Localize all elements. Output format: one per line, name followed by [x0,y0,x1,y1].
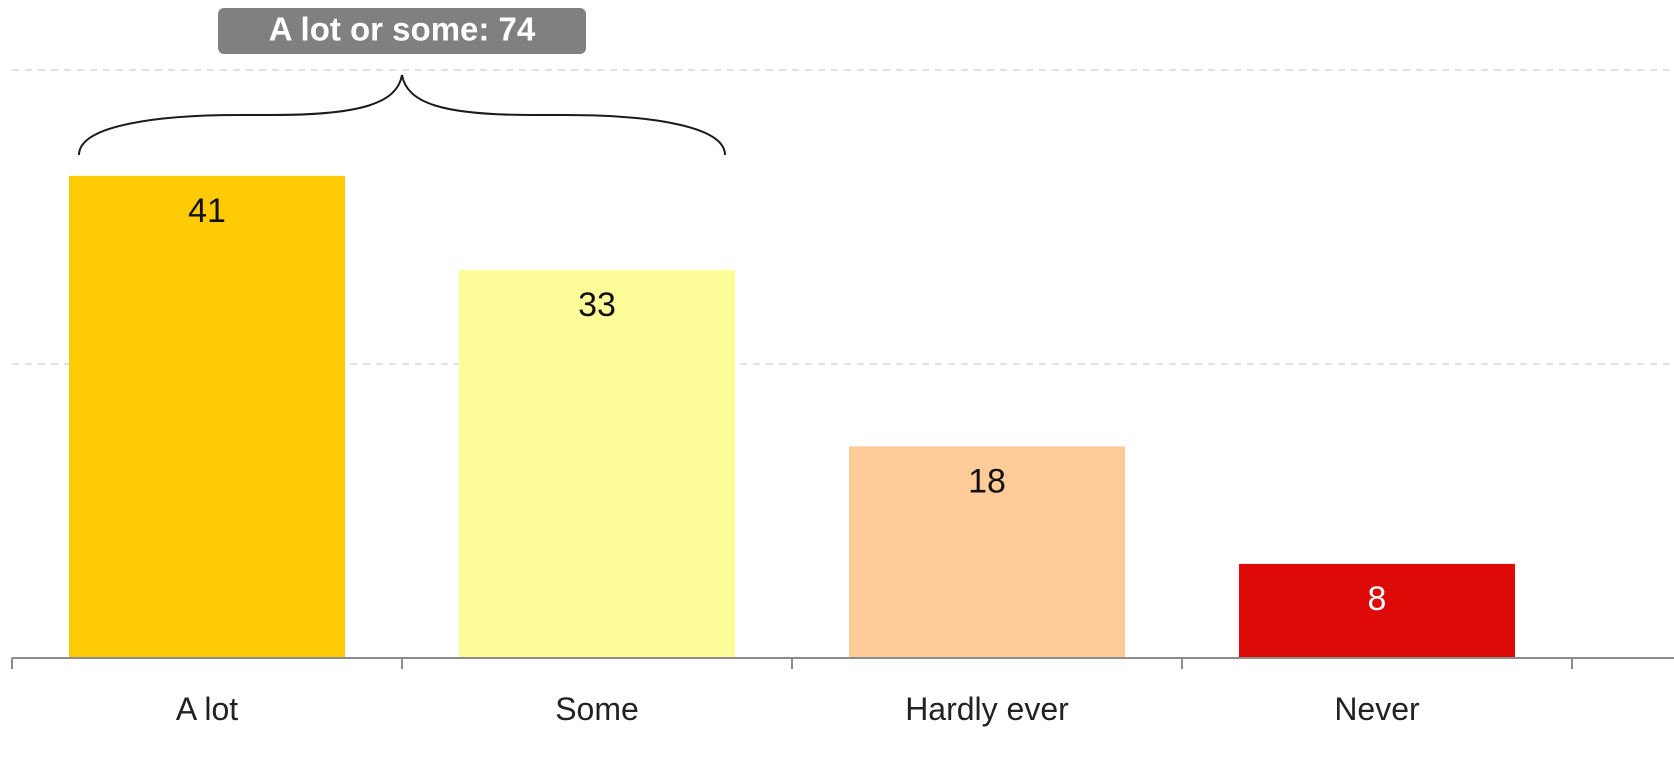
x-axis: A lot Some Hardly ever Never [11,657,1674,727]
bar-value-label: 18 [968,462,1006,500]
bar [69,175,345,658]
category-label: A lot [176,691,238,727]
annotation-callout: A lot or some: 74 [78,8,726,156]
bar [849,446,1125,658]
category-label: Never [1334,691,1420,727]
bar [459,269,735,658]
annotation-box [218,8,586,54]
bar-value-label: 41 [188,192,226,230]
bar-value-label: 33 [578,286,616,324]
annotation-label: A lot or some: 74 [269,11,536,48]
bar [1239,563,1515,658]
bar-value-label: 8 [1368,580,1387,618]
bars: 41 33 18 8 [69,175,1515,658]
category-label: Hardly ever [905,691,1069,727]
category-label: Some [555,691,639,727]
brace-mark [78,74,726,156]
